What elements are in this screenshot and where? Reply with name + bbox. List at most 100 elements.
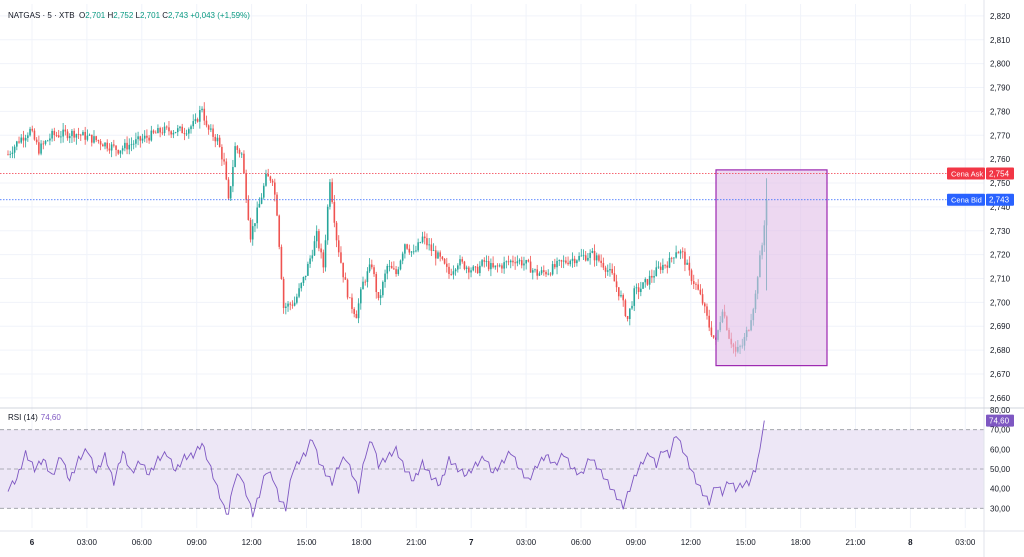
candle-body bbox=[686, 262, 688, 265]
candle-body bbox=[27, 135, 29, 138]
candle-body bbox=[71, 130, 73, 137]
candle-body bbox=[348, 297, 351, 299]
candle-body bbox=[587, 257, 589, 261]
candle-body bbox=[265, 173, 267, 186]
candle-body bbox=[276, 194, 278, 216]
candle-body bbox=[287, 303, 289, 307]
candle-body bbox=[554, 264, 556, 268]
candle-body bbox=[346, 279, 349, 298]
candle-body bbox=[593, 251, 596, 261]
highlight-rectangle bbox=[715, 169, 828, 367]
candle-body bbox=[141, 138, 144, 141]
candle-body bbox=[57, 135, 60, 138]
price-tick-label: 2,710 bbox=[990, 274, 1011, 283]
candle-body bbox=[461, 259, 464, 262]
price-tick-label: 2,740 bbox=[990, 203, 1011, 212]
candle-body bbox=[531, 270, 534, 273]
candle-body bbox=[388, 265, 391, 267]
candle-body bbox=[278, 215, 281, 247]
candle-body bbox=[333, 202, 336, 223]
candle-body bbox=[355, 313, 358, 319]
candle-body bbox=[401, 253, 404, 261]
candle-body bbox=[567, 262, 569, 265]
candle-body bbox=[549, 273, 552, 275]
candle-body bbox=[194, 119, 197, 122]
rsi-value-tag: 74,60 bbox=[989, 417, 1010, 426]
candle-body bbox=[238, 149, 241, 154]
time-tick-label: 06:00 bbox=[132, 538, 153, 547]
candle-body bbox=[260, 197, 263, 204]
price-tick-label: 2,730 bbox=[990, 227, 1011, 236]
candle-body bbox=[203, 108, 206, 121]
candle-body bbox=[609, 268, 611, 271]
candle-body bbox=[289, 303, 292, 305]
candle-body bbox=[148, 137, 150, 141]
open-value: 2,701 bbox=[85, 11, 106, 20]
candle-body bbox=[617, 287, 620, 297]
candle-body bbox=[75, 134, 78, 138]
candle-body bbox=[468, 267, 470, 273]
candle-body bbox=[415, 250, 417, 252]
symbol-interval[interactable]: 5 bbox=[47, 11, 52, 20]
candle-body bbox=[38, 142, 40, 154]
candle-body bbox=[256, 207, 258, 224]
candle-body bbox=[591, 251, 594, 253]
candle-body bbox=[223, 159, 225, 162]
symbol-name[interactable]: NATGAS bbox=[8, 11, 41, 20]
candle-body bbox=[688, 262, 691, 271]
candle-body bbox=[629, 308, 631, 319]
candle-body bbox=[311, 255, 314, 259]
candle-body bbox=[368, 264, 371, 272]
candle-body bbox=[441, 256, 444, 259]
candle-body bbox=[269, 176, 272, 181]
open-label: O bbox=[79, 11, 86, 20]
candle-body bbox=[562, 260, 565, 262]
rectangle-drawing[interactable] bbox=[715, 169, 828, 367]
time-tick-label: 03:00 bbox=[516, 538, 537, 547]
candle-body bbox=[457, 265, 459, 270]
candle-body bbox=[505, 261, 508, 263]
rsi-header[interactable]: RSI (14) 74,60 bbox=[8, 413, 61, 422]
candle-body bbox=[675, 252, 677, 258]
candle-body bbox=[108, 148, 111, 151]
price-tick-label: 2,660 bbox=[990, 394, 1011, 403]
candle-body bbox=[179, 126, 181, 129]
candle-body bbox=[633, 288, 636, 306]
candle-body bbox=[291, 304, 294, 306]
candle-body bbox=[64, 129, 67, 132]
candle-body bbox=[102, 144, 104, 147]
candle-body bbox=[115, 145, 117, 150]
candle-body bbox=[483, 260, 486, 262]
candle-body bbox=[459, 259, 461, 266]
candle-body bbox=[161, 132, 164, 134]
candle-body bbox=[454, 269, 457, 272]
time-tick-label: 12:00 bbox=[681, 538, 702, 547]
rsi-tick-label: 50,00 bbox=[990, 465, 1011, 474]
candle-body bbox=[53, 130, 56, 136]
candle-body bbox=[498, 265, 501, 267]
candle-body bbox=[201, 108, 203, 111]
candle-body bbox=[384, 273, 386, 282]
candle-body bbox=[110, 144, 113, 151]
high-label: H bbox=[107, 11, 114, 20]
candle-body bbox=[393, 268, 395, 270]
close-label: C bbox=[162, 11, 169, 20]
candle-body bbox=[196, 119, 199, 122]
candle-body bbox=[163, 126, 166, 134]
time-tick-label: 09:00 bbox=[626, 538, 647, 547]
candle-body bbox=[679, 251, 682, 254]
candle-body bbox=[137, 136, 139, 140]
candle-body bbox=[152, 130, 155, 133]
price-tick-label: 2,720 bbox=[990, 251, 1011, 260]
candle-body bbox=[181, 126, 183, 134]
price-tick-label: 2,670 bbox=[990, 370, 1011, 379]
candle-body bbox=[452, 271, 455, 275]
candle-body bbox=[298, 288, 300, 297]
candle-body bbox=[602, 262, 605, 268]
candle-body bbox=[97, 140, 100, 142]
candle-body bbox=[192, 121, 195, 127]
candle-body bbox=[481, 260, 483, 266]
candle-body bbox=[668, 257, 671, 268]
candle-body bbox=[611, 268, 613, 274]
